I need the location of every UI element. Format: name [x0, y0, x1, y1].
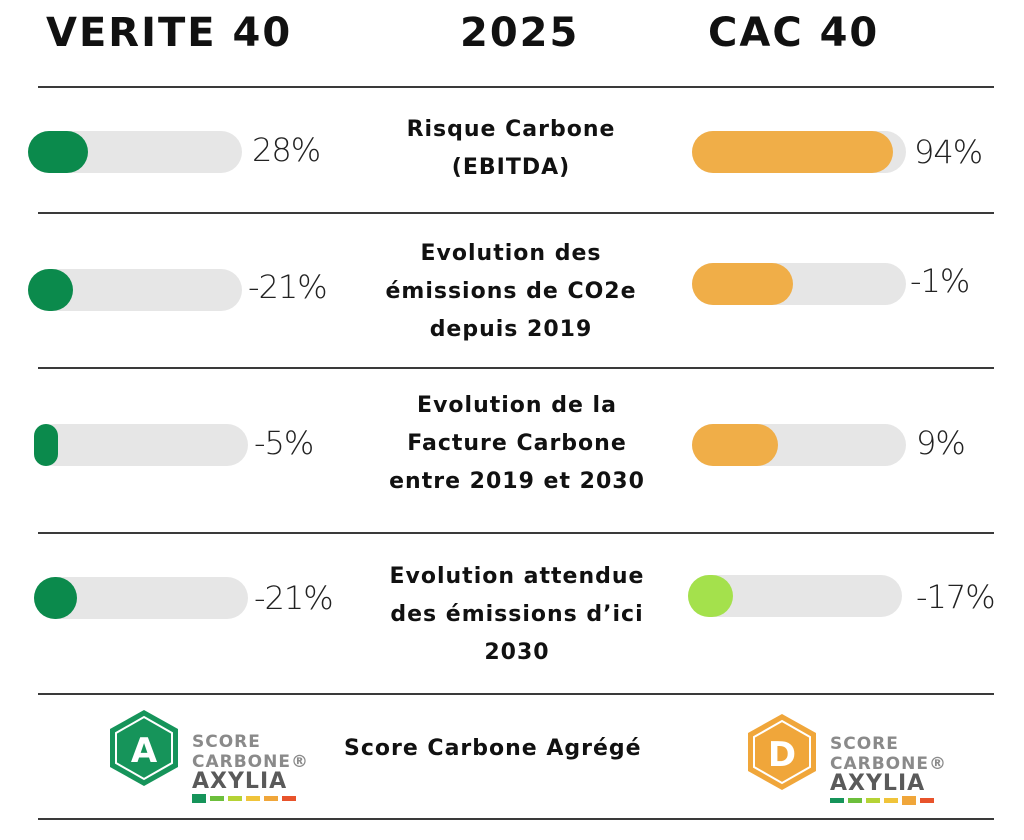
divider [38, 86, 994, 88]
verite-bar-track [28, 269, 242, 311]
axylia-brand: SCORE CARBONE® AXYLIA [830, 734, 947, 805]
brand-axylia: AXYLIA [830, 771, 926, 796]
row-label: Evolution des émissions de CO2e depuis 2… [346, 235, 676, 349]
scale-segment [830, 798, 844, 803]
cac-value: 9% [916, 424, 966, 462]
divider [38, 212, 994, 214]
verite-bar-track [34, 577, 248, 619]
cac-bar-track [692, 131, 906, 173]
divider [38, 693, 994, 695]
header-year: 2025 [460, 10, 580, 56]
verite-bar-fill [34, 424, 58, 466]
aggregate-label: Score Carbone Agrégé [344, 736, 642, 761]
score-scale [830, 796, 947, 805]
label-line: (EBITDA) [451, 155, 571, 180]
cac-value: 94% [914, 133, 983, 171]
brand-carbone: CARBONE® [830, 754, 947, 774]
label-line: Risque Carbone [406, 117, 616, 142]
divider [38, 367, 994, 369]
label-line: Evolution attendue [389, 564, 645, 589]
row-label: Evolution attendue des émissions d’ici 2… [352, 558, 682, 672]
divider [38, 532, 994, 534]
scale-segment [192, 794, 206, 803]
cac-bar-fill [692, 263, 793, 305]
cac-value: -17% [916, 578, 996, 616]
hexagon-icon: A [110, 710, 178, 786]
scale-segment [902, 796, 916, 805]
label-line: des émissions d’ici [390, 602, 644, 627]
label-line: depuis 2019 [429, 317, 593, 342]
verite-bar-track [34, 424, 248, 466]
scale-segment [246, 796, 260, 801]
score-letter: D [768, 735, 796, 775]
verite-bar-fill [28, 269, 73, 311]
verite-bar-fill [28, 131, 88, 173]
label-line: 2030 [484, 640, 550, 665]
label-line: Facture Carbone [407, 431, 627, 456]
cac-bar-fill [688, 575, 733, 617]
header-cac40: CAC 40 [708, 10, 880, 56]
scale-segment [884, 798, 898, 803]
scale-segment [210, 796, 224, 801]
scale-segment [282, 796, 296, 801]
scale-segment [866, 798, 880, 803]
cac-bar-track [688, 575, 902, 617]
scale-segment [848, 798, 862, 803]
brand-score: SCORE [192, 732, 261, 752]
cac-value: -1% [910, 262, 970, 300]
scale-segment [920, 798, 934, 803]
cac-bar-track [692, 424, 906, 466]
verite-bar-track [28, 131, 242, 173]
row-label: Risque Carbone (EBITDA) [346, 111, 676, 187]
label-line: Evolution des [420, 241, 602, 266]
label-line: émissions de CO2e [385, 279, 637, 304]
label-line: entre 2019 et 2030 [389, 469, 645, 494]
score-letter: A [131, 731, 158, 771]
cac-bar-fill [692, 424, 778, 466]
score-scale [192, 794, 309, 803]
header-verite40: VERITE 40 [46, 10, 293, 56]
divider [38, 818, 994, 820]
verite-value: -5% [254, 424, 314, 462]
brand-score: SCORE [830, 734, 899, 754]
verite-value: 28% [252, 131, 321, 169]
score-a-badge: A [106, 708, 182, 788]
hexagon-icon: D [748, 714, 816, 790]
cac-bar-fill [692, 131, 894, 173]
verite-value: -21% [248, 268, 328, 306]
brand-carbone: CARBONE® [192, 752, 309, 772]
verite-bar-fill [34, 577, 77, 619]
verite-value: -21% [254, 579, 334, 617]
cac-bar-track [692, 263, 906, 305]
axylia-brand: SCORE CARBONE® AXYLIA [192, 732, 309, 803]
scale-segment [264, 796, 278, 801]
label-line: Evolution de la [417, 393, 617, 418]
scale-segment [228, 796, 242, 801]
score-d-badge: D [744, 712, 820, 792]
row-label: Evolution de la Facture Carbone entre 20… [352, 387, 682, 501]
brand-axylia: AXYLIA [192, 769, 288, 794]
